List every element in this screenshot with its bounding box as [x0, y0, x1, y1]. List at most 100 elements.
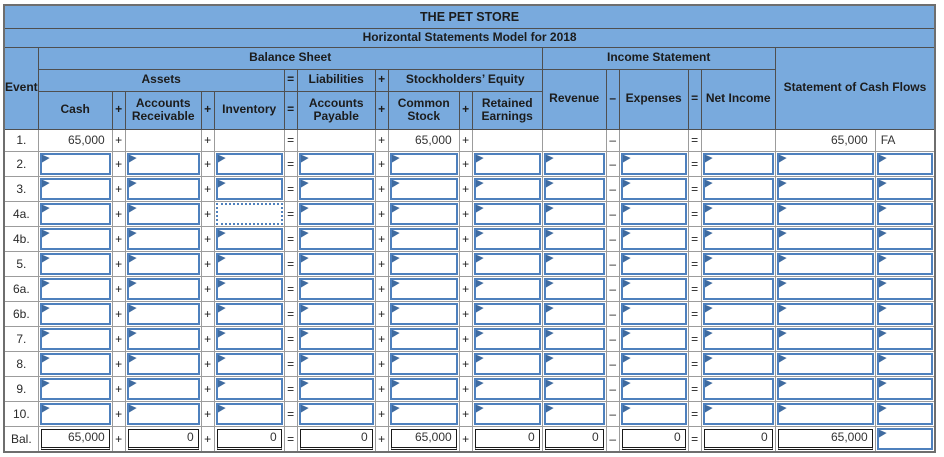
- input-cell-cf_amount[interactable]: [776, 227, 874, 250]
- input-cell-cf_type[interactable]: [876, 202, 934, 225]
- input-cell-cf_type[interactable]: [876, 377, 934, 400]
- input-cell-cash[interactable]: [39, 277, 111, 300]
- input-cell-cs[interactable]: [389, 202, 458, 225]
- input-cell-ap[interactable]: [298, 252, 374, 275]
- input-cell-cf_type[interactable]: [876, 252, 934, 275]
- input-cell-ar[interactable]: [126, 227, 200, 250]
- input-cell-cf_amount[interactable]: [776, 152, 874, 175]
- input-cell-cash[interactable]: [39, 352, 111, 375]
- input-cell-inventory[interactable]: [215, 277, 283, 300]
- input-cell-cf_type[interactable]: [876, 277, 934, 300]
- input-cell-re[interactable]: [473, 277, 541, 300]
- input-cell-re[interactable]: [473, 327, 541, 350]
- input-cell-cs[interactable]: [389, 277, 458, 300]
- input-cell-cash[interactable]: [39, 302, 111, 325]
- input-cell-cs[interactable]: [389, 377, 458, 400]
- input-cell-ar[interactable]: [126, 402, 200, 425]
- input-cell-cf_amount[interactable]: [776, 177, 874, 200]
- input-cell-revenue[interactable]: [543, 202, 605, 225]
- input-cell-ar[interactable]: [126, 252, 200, 275]
- input-cell-ar[interactable]: [126, 202, 200, 225]
- input-cell-cf_type[interactable]: [876, 152, 934, 175]
- input-cell-ap[interactable]: [298, 327, 374, 350]
- input-cell-expenses[interactable]: [620, 152, 687, 175]
- input-cell-re[interactable]: [473, 177, 541, 200]
- input-cell-cf_type[interactable]: [876, 327, 934, 350]
- input-cell-cf_amount[interactable]: [776, 402, 874, 425]
- focused-input-cell-inventory[interactable]: [215, 202, 283, 225]
- input-cell-cs[interactable]: [389, 227, 458, 250]
- input-cell-cf_amount[interactable]: [776, 327, 874, 350]
- input-cell-revenue[interactable]: [543, 277, 605, 300]
- input-cell-ap[interactable]: [298, 277, 374, 300]
- input-cell-re[interactable]: [473, 352, 541, 375]
- input-cell-ar[interactable]: [126, 277, 200, 300]
- input-cell-ni[interactable]: [702, 327, 774, 350]
- input-cell-re[interactable]: [473, 202, 541, 225]
- input-cell-inventory[interactable]: [215, 302, 283, 325]
- input-cell-ap[interactable]: [298, 152, 374, 175]
- input-cell-cf_type[interactable]: [876, 427, 934, 450]
- input-cell-inventory[interactable]: [215, 327, 283, 350]
- input-cell-cf_amount[interactable]: [776, 377, 874, 400]
- input-cell-cf_amount[interactable]: [776, 302, 874, 325]
- input-cell-revenue[interactable]: [543, 227, 605, 250]
- input-cell-cf_type[interactable]: [876, 177, 934, 200]
- input-cell-revenue[interactable]: [543, 177, 605, 200]
- input-cell-cash[interactable]: [39, 377, 111, 400]
- input-cell-inventory[interactable]: [215, 352, 283, 375]
- input-cell-re[interactable]: [473, 252, 541, 275]
- input-cell-ar[interactable]: [126, 327, 200, 350]
- input-cell-cf_amount[interactable]: [776, 252, 874, 275]
- input-cell-inventory[interactable]: [215, 252, 283, 275]
- input-cell-revenue[interactable]: [543, 352, 605, 375]
- input-cell-ni[interactable]: [702, 352, 774, 375]
- input-cell-ar[interactable]: [126, 377, 200, 400]
- input-cell-cash[interactable]: [39, 152, 111, 175]
- input-cell-ap[interactable]: [298, 227, 374, 250]
- input-cell-ni[interactable]: [702, 302, 774, 325]
- input-cell-expenses[interactable]: [620, 177, 687, 200]
- input-cell-cash[interactable]: [39, 252, 111, 275]
- input-cell-ni[interactable]: [702, 152, 774, 175]
- input-cell-inventory[interactable]: [215, 377, 283, 400]
- input-cell-cash[interactable]: [39, 177, 111, 200]
- input-cell-expenses[interactable]: [620, 227, 687, 250]
- input-cell-revenue[interactable]: [543, 402, 605, 425]
- input-cell-ar[interactable]: [126, 152, 200, 175]
- input-cell-cash[interactable]: [39, 227, 111, 250]
- input-cell-ni[interactable]: [702, 402, 774, 425]
- input-cell-ni[interactable]: [702, 227, 774, 250]
- input-cell-ni[interactable]: [702, 377, 774, 400]
- input-cell-cf_type[interactable]: [876, 227, 934, 250]
- input-cell-inventory[interactable]: [215, 227, 283, 250]
- input-cell-cs[interactable]: [389, 252, 458, 275]
- input-cell-expenses[interactable]: [620, 202, 687, 225]
- input-cell-expenses[interactable]: [620, 277, 687, 300]
- input-cell-inventory[interactable]: [215, 177, 283, 200]
- input-cell-ap[interactable]: [298, 177, 374, 200]
- input-cell-cash[interactable]: [39, 202, 111, 225]
- input-cell-inventory[interactable]: [215, 152, 283, 175]
- input-cell-ni[interactable]: [702, 277, 774, 300]
- input-cell-ar[interactable]: [126, 352, 200, 375]
- input-cell-cs[interactable]: [389, 352, 458, 375]
- input-cell-expenses[interactable]: [620, 252, 687, 275]
- input-cell-revenue[interactable]: [543, 152, 605, 175]
- input-cell-re[interactable]: [473, 227, 541, 250]
- input-cell-cf_type[interactable]: [876, 352, 934, 375]
- input-cell-cash[interactable]: [39, 327, 111, 350]
- input-cell-expenses[interactable]: [620, 302, 687, 325]
- input-cell-ni[interactable]: [702, 202, 774, 225]
- input-cell-cf_type[interactable]: [876, 302, 934, 325]
- input-cell-cs[interactable]: [389, 152, 458, 175]
- input-cell-revenue[interactable]: [543, 252, 605, 275]
- input-cell-expenses[interactable]: [620, 352, 687, 375]
- input-cell-expenses[interactable]: [620, 377, 687, 400]
- input-cell-cash[interactable]: [39, 402, 111, 425]
- input-cell-revenue[interactable]: [543, 302, 605, 325]
- input-cell-revenue[interactable]: [543, 327, 605, 350]
- input-cell-expenses[interactable]: [620, 327, 687, 350]
- input-cell-cs[interactable]: [389, 327, 458, 350]
- input-cell-ar[interactable]: [126, 302, 200, 325]
